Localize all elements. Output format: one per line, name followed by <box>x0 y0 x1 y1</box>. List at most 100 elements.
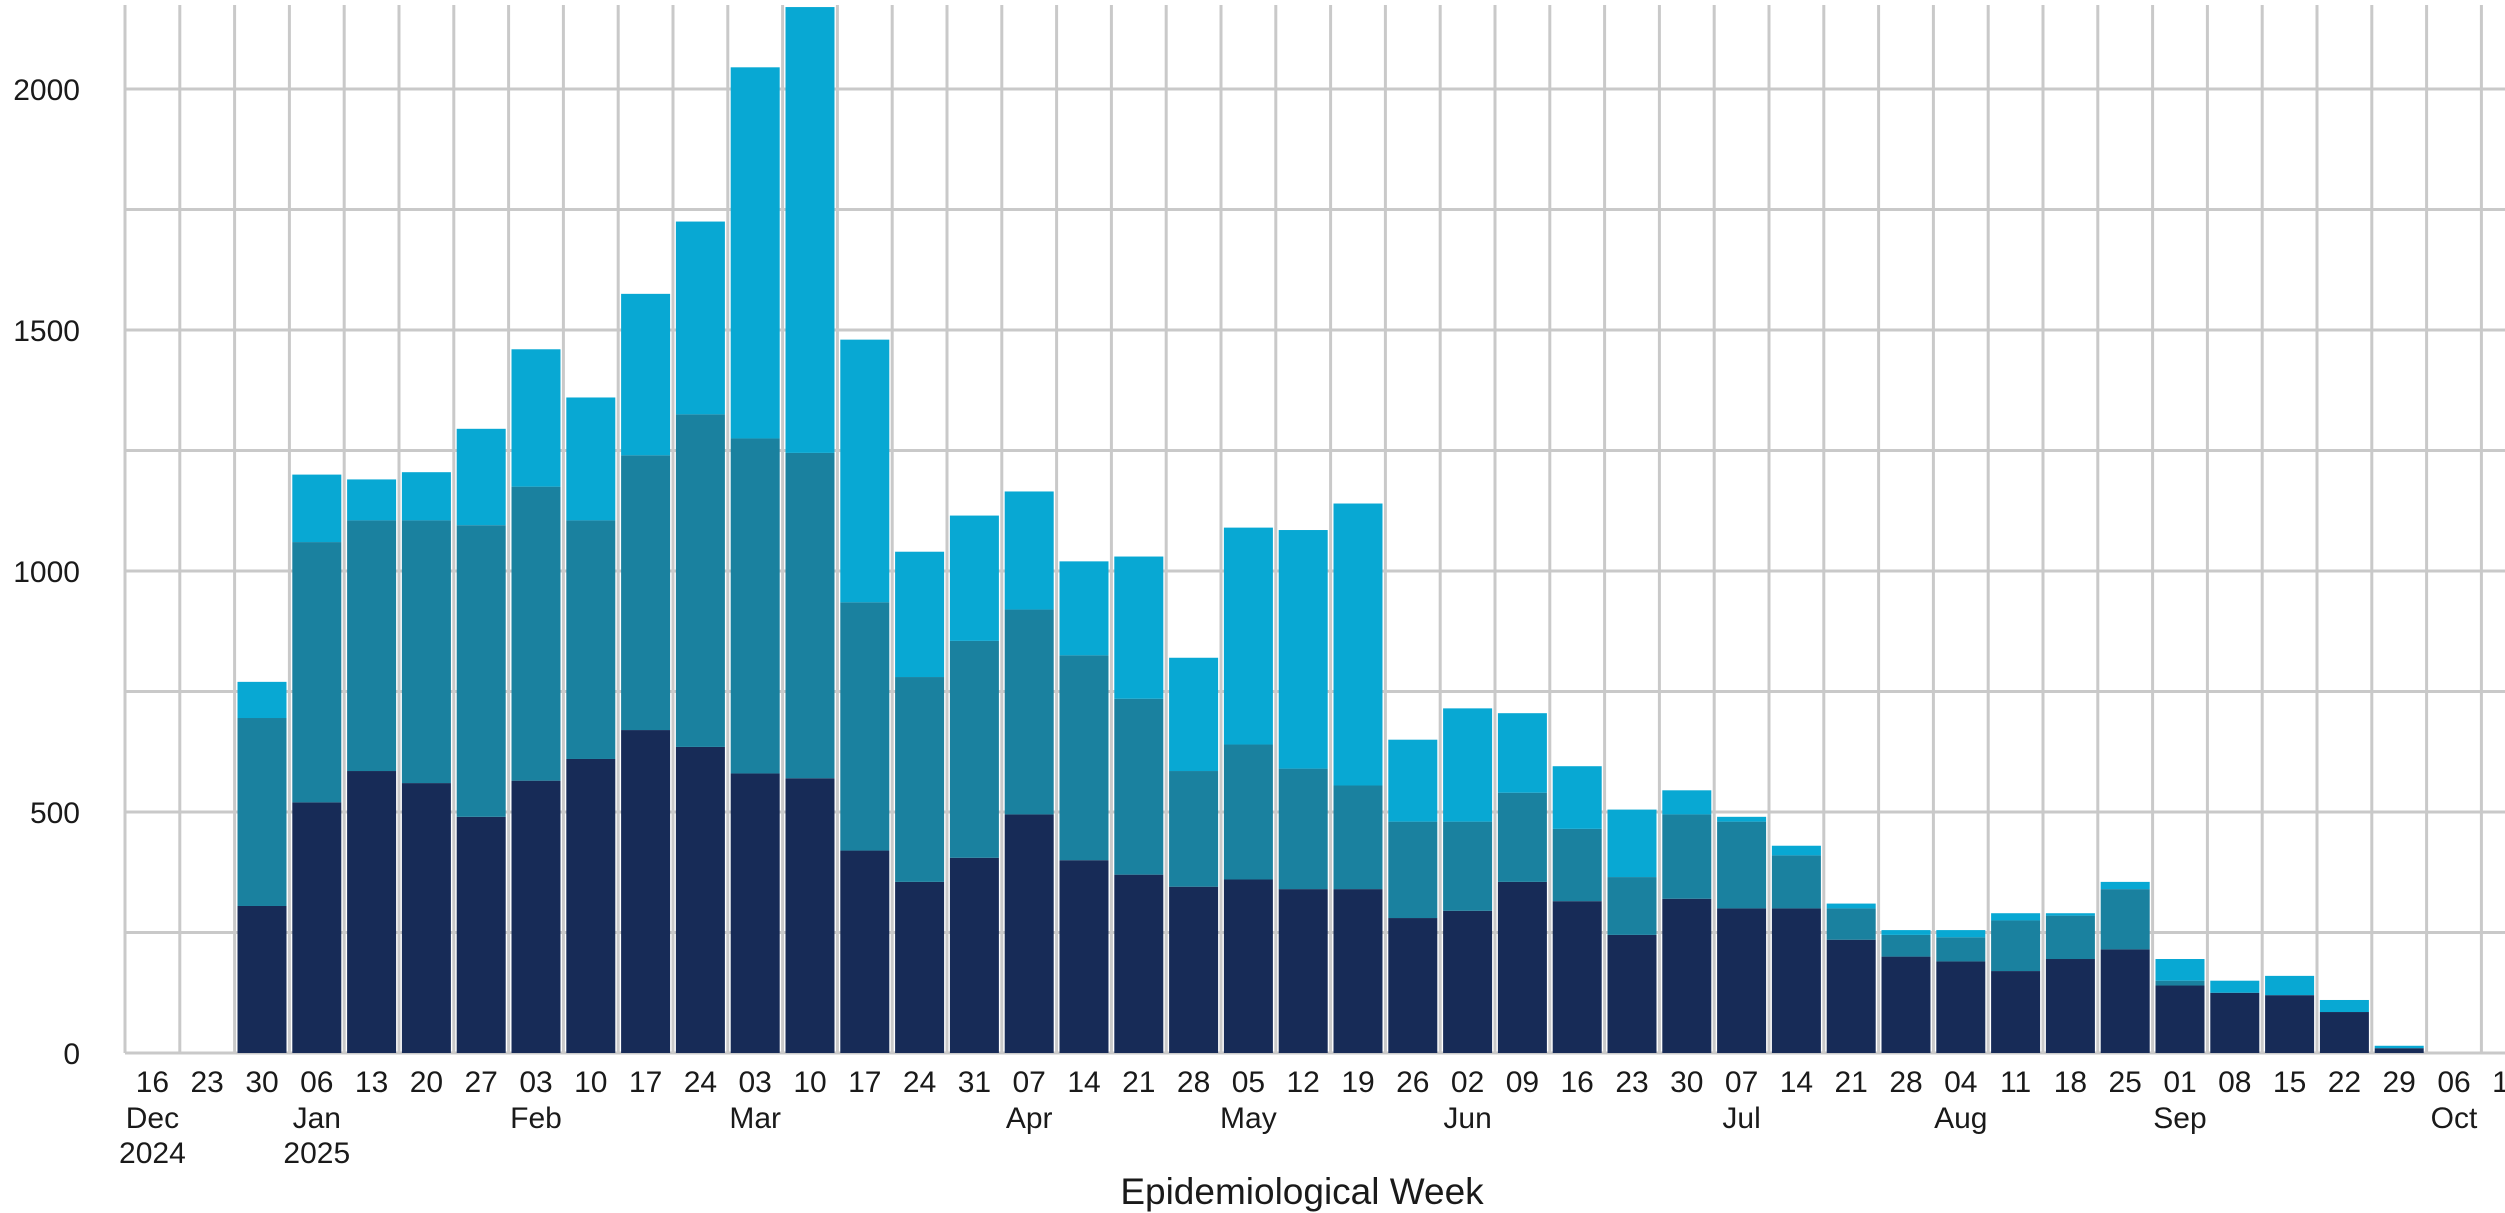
x-tick-label: 23 <box>1615 1066 1648 1099</box>
bar-segment <box>511 486 561 781</box>
bar-segment <box>2265 995 2315 1053</box>
bar-segment <box>2210 980 2260 993</box>
bar-segment <box>1662 898 1712 1053</box>
x-tick-label: 10 <box>574 1066 607 1099</box>
bar-segment <box>1717 908 1767 1053</box>
bar-segment <box>2155 980 2205 986</box>
bar-segment <box>895 551 945 678</box>
bar-segment <box>2319 999 2369 1013</box>
x-tick-label: 14 <box>1067 1066 1100 1099</box>
bar-segment <box>511 780 561 1053</box>
x-tick-label: 04 <box>1944 1066 1977 1099</box>
bar-segment <box>347 771 397 1053</box>
bar-segment <box>1333 785 1383 890</box>
bar-segment <box>621 455 671 731</box>
x-month-label: Dec <box>126 1102 179 1135</box>
x-month-label: Feb <box>510 1102 562 1135</box>
bar-segment <box>566 397 616 521</box>
x-month-label: 2024 <box>119 1137 186 1170</box>
bar-segment <box>1059 561 1109 656</box>
x-tick-label: 10 <box>793 1066 826 1099</box>
x-tick-label: 15 <box>2273 1066 2306 1099</box>
bar-segment <box>1388 918 1438 1053</box>
bar-segment <box>895 881 945 1053</box>
x-tick-label: 28 <box>1889 1066 1922 1099</box>
bar-segment <box>1826 939 1876 1053</box>
bar-segment <box>1936 930 1986 938</box>
bar-segment <box>1278 889 1328 1053</box>
x-tick-label: 11 <box>2000 1066 2031 1099</box>
x-month-label: Oct <box>2431 1102 2478 1135</box>
bar-segment <box>1552 766 1602 829</box>
bar-segment <box>1169 771 1219 887</box>
x-month-label: Jun <box>1443 1102 1491 1135</box>
bar-segment <box>2045 959 2095 1053</box>
bar-segment <box>1004 609 1054 815</box>
bar-segment <box>2100 949 2150 1053</box>
x-tick-label: 06 <box>2437 1066 2470 1099</box>
x-tick-label: 23 <box>191 1066 224 1099</box>
bar-segment <box>2319 1012 2369 1053</box>
y-axis: 0 500 1000 1500 2000 <box>13 74 80 1071</box>
x-tick-label: 12 <box>1287 1066 1320 1099</box>
x-tick-label: 24 <box>684 1066 717 1099</box>
bar-segment <box>895 677 945 882</box>
x-tick-label: 29 <box>2383 1066 2416 1099</box>
bar-segment <box>785 452 835 779</box>
x-tick-label: 09 <box>1506 1066 1539 1099</box>
bar-segment <box>2045 915 2095 960</box>
bar-segment <box>1552 901 1602 1053</box>
bar-segment <box>1936 961 1986 1053</box>
bar-segment <box>1881 930 1931 935</box>
bar-segment <box>949 857 999 1053</box>
x-tick-label: 05 <box>1232 1066 1265 1099</box>
bar-segment <box>237 905 287 1053</box>
bar-segment <box>949 515 999 641</box>
bar-segment <box>1991 971 2041 1053</box>
bar-segment <box>2100 889 2150 950</box>
bar-segment <box>2100 881 2150 890</box>
bar-segment <box>675 414 725 747</box>
bar-segment <box>840 339 890 603</box>
bar-segment <box>1771 908 1821 1053</box>
bar-segment <box>1881 934 1931 957</box>
bar-segment <box>1936 937 1986 962</box>
bar-segment <box>785 778 835 1053</box>
bar-segment <box>347 520 397 772</box>
x-tick-label: 19 <box>1341 1066 1374 1099</box>
x-tick-label: 07 <box>1725 1066 1758 1099</box>
bar-segment <box>401 472 451 521</box>
x-axis-title: Epidemiological Week <box>1120 1171 1484 1212</box>
x-tick-label: 30 <box>245 1066 278 1099</box>
bar-segment <box>1607 809 1657 878</box>
x-tick-label: 14 <box>1780 1066 1813 1099</box>
x-tick-label: 25 <box>2109 1066 2142 1099</box>
bar-segment <box>456 428 506 526</box>
bar-segment <box>1607 934 1657 1053</box>
x-tick-label: 20 <box>410 1066 443 1099</box>
x-month-label: Jan <box>293 1102 341 1135</box>
bar-segment <box>1059 860 1109 1053</box>
x-tick-label: 13 <box>2492 1066 2505 1099</box>
bar-segment <box>1497 881 1547 1053</box>
bar-segment <box>1333 503 1383 786</box>
bar-segment <box>456 525 506 817</box>
bar-segment <box>1004 814 1054 1053</box>
bar-segment <box>237 718 287 906</box>
bar-segment <box>292 474 342 543</box>
bar-segment <box>2374 1045 2424 1049</box>
bar-segment <box>1114 874 1164 1053</box>
bar-segment <box>1223 744 1273 880</box>
x-tick-label: 17 <box>848 1066 881 1099</box>
bar-segment <box>621 293 671 456</box>
x-month-label: Sep <box>2153 1102 2206 1135</box>
x-tick-label: 03 <box>519 1066 552 1099</box>
x-tick-label: 07 <box>1013 1066 1046 1099</box>
x-tick-label: 28 <box>1177 1066 1210 1099</box>
bar-segment <box>1826 903 1876 909</box>
x-tick-label: 18 <box>2054 1066 2087 1099</box>
bar-segment <box>1552 828 1602 902</box>
x-tick-label: 08 <box>2218 1066 2251 1099</box>
bar-segment <box>292 802 342 1053</box>
